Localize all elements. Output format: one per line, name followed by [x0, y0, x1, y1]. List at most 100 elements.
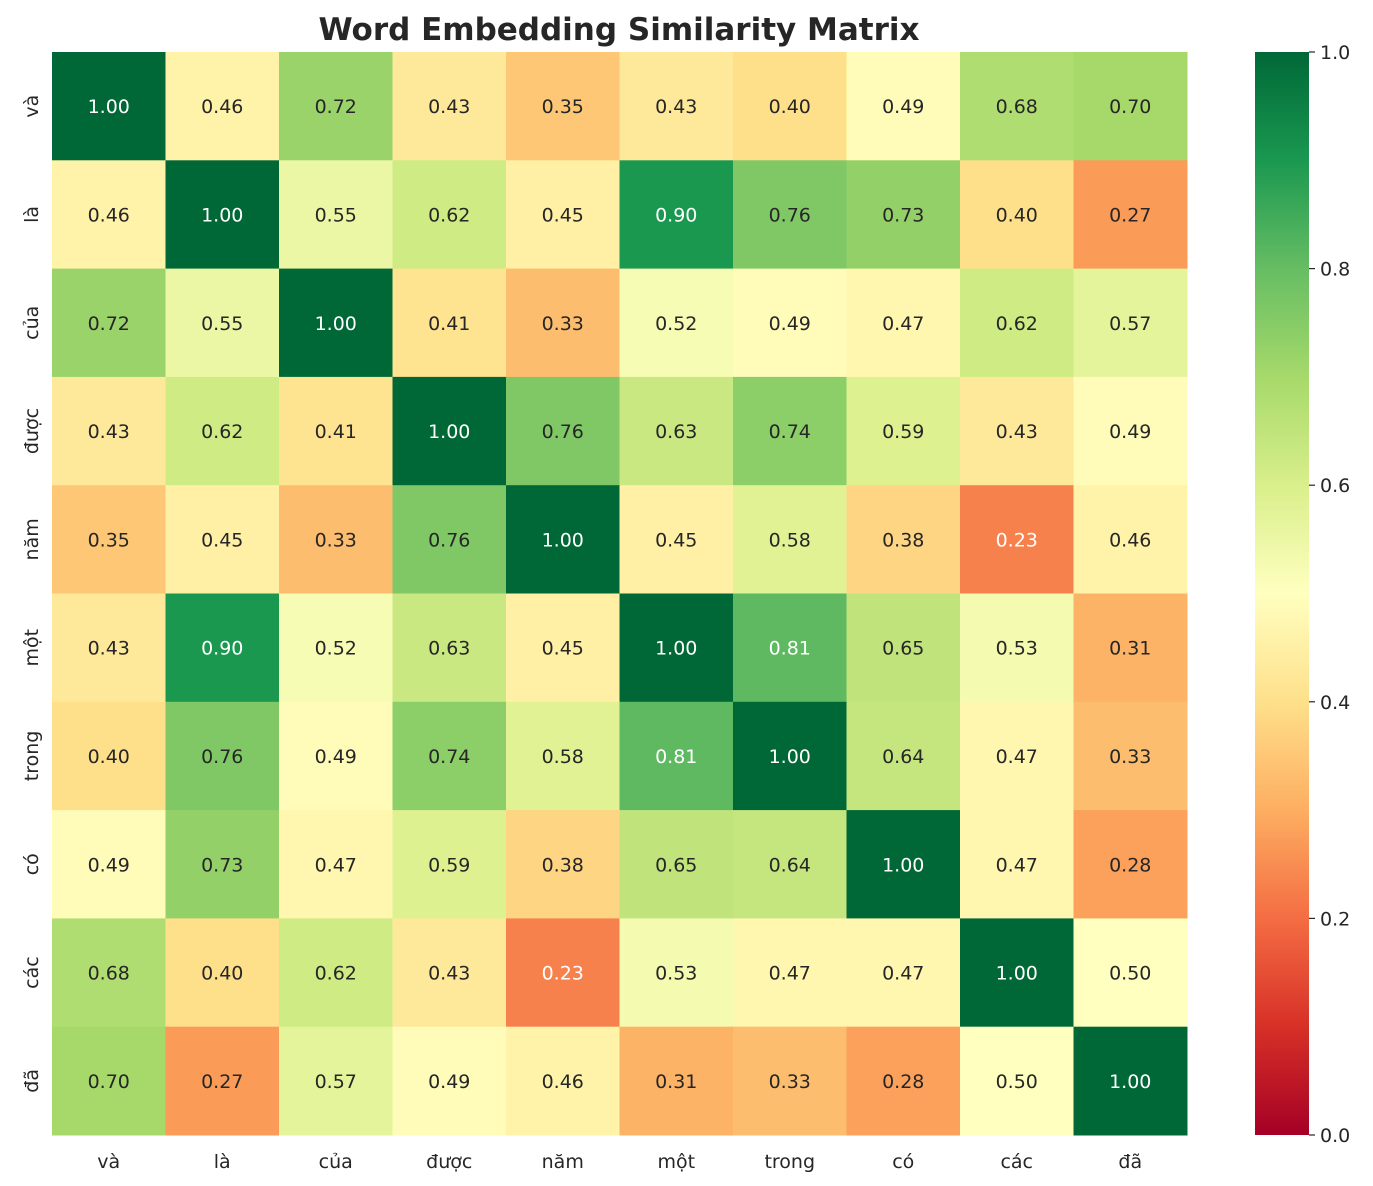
- x-tick-label: đã: [1118, 1151, 1142, 1173]
- heatmap-cell: [392, 810, 507, 919]
- heatmap-cell: [279, 268, 393, 378]
- cell-value-label: 0.40: [88, 746, 130, 768]
- cell-value-label: 0.43: [88, 421, 130, 443]
- y-tick-label: đã: [21, 1069, 43, 1093]
- cell-value-label: 0.46: [88, 204, 130, 226]
- cell-value-label: 0.62: [201, 421, 243, 443]
- heatmap-cell: [392, 1026, 507, 1136]
- heatmap-cell: [279, 376, 393, 486]
- cell-value-label: 0.47: [315, 854, 357, 876]
- cell-value-label: 0.63: [655, 421, 697, 443]
- heatmap-cell: [279, 485, 393, 594]
- heatmap-cell: [279, 160, 393, 270]
- cell-value-label: 0.55: [315, 204, 357, 226]
- heatmap-cell: [392, 485, 507, 594]
- heatmap-cell: [846, 593, 961, 703]
- cell-value-label: 0.76: [201, 746, 243, 768]
- cell-value-label: 0.31: [1109, 638, 1151, 660]
- heatmap-cell: [846, 701, 961, 811]
- heatmap-cell: [619, 810, 734, 919]
- cell-value-label: 0.33: [315, 529, 357, 551]
- cell-value-label: 0.62: [315, 963, 357, 985]
- cell-value-label: 0.41: [315, 421, 357, 443]
- heatmap-cell: [619, 376, 734, 486]
- heatmap-cell: [165, 918, 280, 1028]
- heatmap-cell: [960, 160, 1074, 270]
- heatmap-cell: [279, 701, 393, 811]
- heatmap-cell: [619, 52, 734, 161]
- cell-value-label: 0.59: [428, 854, 470, 876]
- cell-value-label: 0.65: [655, 854, 697, 876]
- y-tick-label: là: [21, 206, 43, 223]
- cell-value-label: 0.40: [769, 96, 811, 118]
- cell-value-label: 0.81: [655, 746, 697, 768]
- heatmap-cell: [279, 918, 393, 1028]
- cell-value-label: 0.47: [769, 963, 811, 985]
- cell-value-label: 0.65: [882, 638, 924, 660]
- cell-value-label: 0.46: [542, 1071, 584, 1093]
- cell-value-label: 0.57: [315, 1071, 357, 1093]
- heatmap-cell: [733, 376, 847, 486]
- cell-value-label: 0.74: [769, 421, 811, 443]
- heatmap-cell: [960, 593, 1074, 703]
- x-tick-label: và: [97, 1151, 120, 1173]
- cell-value-label: 0.63: [428, 638, 470, 660]
- heatmap-cell: [733, 701, 847, 811]
- cell-value-label: 0.90: [655, 204, 697, 226]
- heatmap-cell: [960, 52, 1074, 161]
- cell-value-label: 0.73: [201, 854, 243, 876]
- cell-value-label: 1.00: [88, 96, 130, 118]
- heatmap-cell: [392, 376, 507, 486]
- cell-value-label: 0.49: [882, 96, 924, 118]
- colorbar-tick-label: 0.2: [1320, 908, 1350, 930]
- x-tick-label: trong: [764, 1151, 815, 1173]
- heatmap-cell: [1073, 52, 1188, 161]
- heatmap-cell: [846, 268, 961, 378]
- cell-value-label: 0.49: [769, 313, 811, 335]
- cell-value-label: 0.72: [88, 313, 130, 335]
- heatmap-cell: [1073, 268, 1188, 378]
- x-axis-ticks: và là của được năm một trong có các đã: [97, 1151, 1142, 1173]
- heatmap-cell: [506, 485, 620, 594]
- heatmap-cell: [1073, 160, 1188, 270]
- cell-value-label: 0.53: [655, 963, 697, 985]
- colorbar-tick-label: 1.0: [1320, 42, 1350, 64]
- heatmap-cell: [1073, 701, 1188, 811]
- cell-value-label: 0.55: [201, 313, 243, 335]
- y-tick-label: một: [21, 629, 43, 667]
- cell-value-label: 0.38: [882, 529, 924, 551]
- heatmap-cell: [52, 376, 166, 486]
- cell-value-label: 0.73: [882, 204, 924, 226]
- heatmap-cell: [392, 701, 507, 811]
- cell-value-label: 0.68: [996, 96, 1038, 118]
- cell-value-label: 0.76: [428, 529, 470, 551]
- cell-value-label: 1.00: [428, 421, 470, 443]
- cell-value-label: 0.47: [882, 313, 924, 335]
- cell-value-label: 0.76: [769, 204, 811, 226]
- x-tick-label: các: [1000, 1151, 1033, 1173]
- heatmap-cell: [52, 810, 166, 919]
- heatmap-cells: 1.00 0.46 0.72 0.43 0.35 0.43 0.40 0.49 0.68 0.70…: [52, 52, 1188, 1136]
- cell-value-label: 0.43: [428, 963, 470, 985]
- cell-value-label: 1.00: [655, 638, 697, 660]
- heatmap-cell: [960, 810, 1074, 919]
- heatmap-cell: [506, 376, 620, 486]
- heatmap-cell: [52, 268, 166, 378]
- heatmap-cell: [279, 1026, 393, 1136]
- heatmap-cell: [846, 485, 961, 594]
- heatmap-cell: [960, 485, 1074, 594]
- cell-value-label: 0.41: [428, 313, 470, 335]
- cell-value-label: 0.23: [996, 529, 1038, 551]
- x-tick-label: có: [892, 1151, 914, 1173]
- cell-value-label: 0.31: [655, 1071, 697, 1093]
- heatmap-cell: [619, 1026, 734, 1136]
- cell-value-label: 0.49: [88, 854, 130, 876]
- x-tick-label: năm: [542, 1151, 584, 1173]
- heatmap-cell: [733, 1026, 847, 1136]
- y-tick-label: của: [21, 306, 43, 340]
- heatmap-cell: [392, 268, 507, 378]
- cell-value-label: 0.43: [655, 96, 697, 118]
- cell-value-label: 0.50: [1109, 963, 1151, 985]
- colorbar-tick-label: 0.6: [1320, 475, 1350, 497]
- cell-value-label: 0.28: [882, 1071, 924, 1093]
